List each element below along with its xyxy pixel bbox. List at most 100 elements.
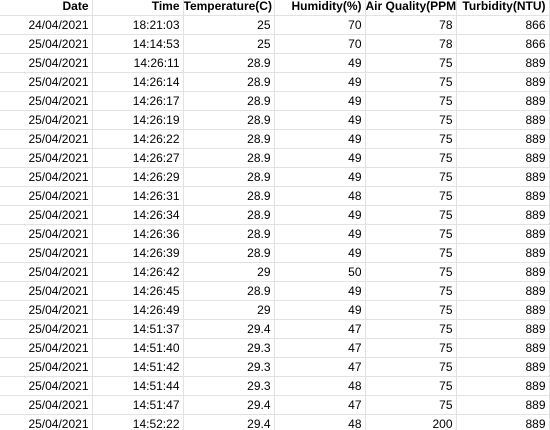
- humidity-cell[interactable]: 49: [274, 148, 366, 168]
- temperature-cell[interactable]: 29.3: [183, 338, 275, 358]
- column-header-temperature[interactable]: Temperature(C): [183, 0, 275, 16]
- air-quality-cell[interactable]: 75: [365, 53, 457, 73]
- turbidity-cell[interactable]: 866: [456, 15, 550, 35]
- time-cell[interactable]: 14:52:22: [92, 414, 184, 430]
- humidity-cell[interactable]: 48: [274, 414, 366, 430]
- temperature-cell[interactable]: 28.9: [183, 110, 275, 130]
- date-cell[interactable]: 25/04/2021: [0, 129, 93, 149]
- turbidity-cell[interactable]: 889: [456, 319, 550, 339]
- humidity-cell[interactable]: 47: [274, 395, 366, 415]
- air-quality-cell[interactable]: 200: [365, 414, 457, 430]
- turbidity-cell[interactable]: 889: [456, 186, 550, 206]
- time-cell[interactable]: 14:26:31: [92, 186, 184, 206]
- humidity-cell[interactable]: 49: [274, 243, 366, 263]
- humidity-cell[interactable]: 70: [274, 15, 366, 35]
- temperature-cell[interactable]: 25: [183, 34, 275, 54]
- time-cell[interactable]: 14:51:37: [92, 319, 184, 339]
- temperature-cell[interactable]: 29: [183, 262, 275, 282]
- turbidity-cell[interactable]: 889: [456, 300, 550, 320]
- column-header-turbidity[interactable]: Turbidity(NTU): [456, 0, 550, 16]
- humidity-cell[interactable]: 48: [274, 376, 366, 396]
- date-cell[interactable]: 25/04/2021: [0, 148, 93, 168]
- temperature-cell[interactable]: 28.9: [183, 91, 275, 111]
- humidity-cell[interactable]: 47: [274, 319, 366, 339]
- air-quality-cell[interactable]: 75: [365, 167, 457, 187]
- temperature-cell[interactable]: 28.9: [183, 167, 275, 187]
- humidity-cell[interactable]: 49: [274, 91, 366, 111]
- temperature-cell[interactable]: 28.9: [183, 205, 275, 225]
- turbidity-cell[interactable]: 889: [456, 224, 550, 244]
- turbidity-cell[interactable]: 889: [456, 205, 550, 225]
- date-cell[interactable]: 25/04/2021: [0, 91, 93, 111]
- air-quality-cell[interactable]: 78: [365, 34, 457, 54]
- turbidity-cell[interactable]: 889: [456, 110, 550, 130]
- temperature-cell[interactable]: 28.9: [183, 224, 275, 244]
- air-quality-cell[interactable]: 75: [365, 91, 457, 111]
- time-cell[interactable]: 14:26:19: [92, 110, 184, 130]
- column-header-humidity[interactable]: Humidity(%): [274, 0, 366, 16]
- time-cell[interactable]: 14:26:49: [92, 300, 184, 320]
- temperature-cell[interactable]: 29.3: [183, 376, 275, 396]
- time-cell[interactable]: 14:51:42: [92, 357, 184, 377]
- air-quality-cell[interactable]: 75: [365, 129, 457, 149]
- time-cell[interactable]: 14:51:40: [92, 338, 184, 358]
- time-cell[interactable]: 14:26:39: [92, 243, 184, 263]
- date-cell[interactable]: 25/04/2021: [0, 281, 93, 301]
- turbidity-cell[interactable]: 889: [456, 129, 550, 149]
- time-cell[interactable]: 14:26:14: [92, 72, 184, 92]
- time-cell[interactable]: 14:14:53: [92, 34, 184, 54]
- air-quality-cell[interactable]: 75: [365, 262, 457, 282]
- humidity-cell[interactable]: 49: [274, 205, 366, 225]
- time-cell[interactable]: 14:26:22: [92, 129, 184, 149]
- turbidity-cell[interactable]: 889: [456, 72, 550, 92]
- air-quality-cell[interactable]: 75: [365, 357, 457, 377]
- date-cell[interactable]: 25/04/2021: [0, 300, 93, 320]
- time-cell[interactable]: 14:26:29: [92, 167, 184, 187]
- date-cell[interactable]: 25/04/2021: [0, 53, 93, 73]
- air-quality-cell[interactable]: 75: [365, 376, 457, 396]
- time-cell[interactable]: 14:51:47: [92, 395, 184, 415]
- humidity-cell[interactable]: 48: [274, 186, 366, 206]
- humidity-cell[interactable]: 47: [274, 338, 366, 358]
- date-cell[interactable]: 25/04/2021: [0, 243, 93, 263]
- temperature-cell[interactable]: 28.9: [183, 148, 275, 168]
- temperature-cell[interactable]: 28.9: [183, 72, 275, 92]
- humidity-cell[interactable]: 50: [274, 262, 366, 282]
- date-cell[interactable]: 25/04/2021: [0, 110, 93, 130]
- turbidity-cell[interactable]: 889: [456, 148, 550, 168]
- column-header-air-quality[interactable]: Air Quality(PPM): [365, 0, 457, 16]
- turbidity-cell[interactable]: 889: [456, 395, 550, 415]
- temperature-cell[interactable]: 29.3: [183, 357, 275, 377]
- turbidity-cell[interactable]: 889: [456, 281, 550, 301]
- humidity-cell[interactable]: 49: [274, 224, 366, 244]
- humidity-cell[interactable]: 49: [274, 110, 366, 130]
- turbidity-cell[interactable]: 866: [456, 34, 550, 54]
- air-quality-cell[interactable]: 75: [365, 148, 457, 168]
- date-cell[interactable]: 25/04/2021: [0, 262, 93, 282]
- date-cell[interactable]: 25/04/2021: [0, 72, 93, 92]
- date-cell[interactable]: 25/04/2021: [0, 338, 93, 358]
- humidity-cell[interactable]: 49: [274, 129, 366, 149]
- humidity-cell[interactable]: 49: [274, 167, 366, 187]
- air-quality-cell[interactable]: 75: [365, 319, 457, 339]
- humidity-cell[interactable]: 49: [274, 300, 366, 320]
- turbidity-cell[interactable]: 889: [456, 357, 550, 377]
- turbidity-cell[interactable]: 889: [456, 167, 550, 187]
- date-cell[interactable]: 25/04/2021: [0, 414, 93, 430]
- temperature-cell[interactable]: 29: [183, 300, 275, 320]
- date-cell[interactable]: 25/04/2021: [0, 357, 93, 377]
- temperature-cell[interactable]: 29.4: [183, 395, 275, 415]
- time-cell[interactable]: 18:21:03: [92, 15, 184, 35]
- date-cell[interactable]: 25/04/2021: [0, 167, 93, 187]
- air-quality-cell[interactable]: 75: [365, 224, 457, 244]
- date-cell[interactable]: 25/04/2021: [0, 376, 93, 396]
- temperature-cell[interactable]: 28.9: [183, 186, 275, 206]
- air-quality-cell[interactable]: 75: [365, 205, 457, 225]
- air-quality-cell[interactable]: 75: [365, 281, 457, 301]
- temperature-cell[interactable]: 28.9: [183, 129, 275, 149]
- column-header-date[interactable]: Date: [0, 0, 93, 16]
- air-quality-cell[interactable]: 75: [365, 338, 457, 358]
- humidity-cell[interactable]: 70: [274, 34, 366, 54]
- time-cell[interactable]: 14:51:44: [92, 376, 184, 396]
- temperature-cell[interactable]: 28.9: [183, 243, 275, 263]
